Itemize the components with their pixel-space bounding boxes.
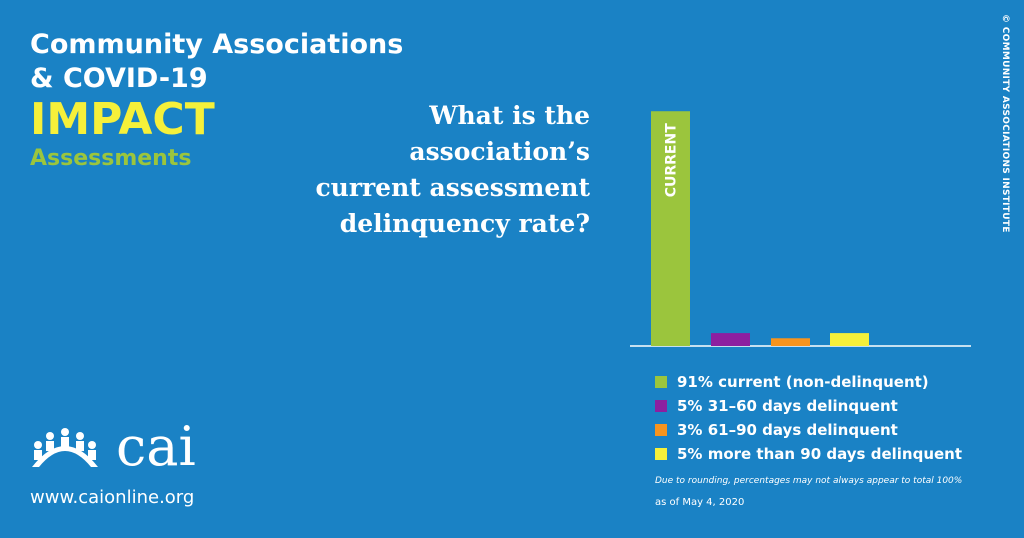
survey-question: What is the association’s current assess…	[250, 98, 590, 242]
topic-subtitle: Assessments	[30, 146, 192, 171]
bar-2	[771, 338, 810, 346]
question-line-1: What is the	[429, 101, 590, 130]
legend-label-31-60: 5% 31–60 days delinquent	[677, 397, 898, 415]
legend-item-31-60: 5% 31–60 days delinquent	[655, 394, 962, 418]
legend-swatch-current	[655, 376, 667, 388]
legend-swatch-61-90	[655, 424, 667, 436]
legend-item-61-90: 3% 61–90 days delinquent	[655, 418, 962, 442]
legend-swatch-over-90	[655, 448, 667, 460]
legend-label-over-90: 5% more than 90 days delinquent	[677, 445, 963, 463]
chart-legend: 91% current (non-delinquent) 5% 31–60 da…	[655, 370, 962, 466]
survey-date: as of May 4, 2020	[655, 497, 745, 508]
legend-label-current: 91% current (non-delinquent)	[677, 373, 929, 391]
copyright-notice: © COMMUNITY ASSOCIATIONS INSTITUTE	[1000, 14, 1010, 233]
impact-heading: IMPACT	[30, 94, 215, 145]
legend-label-61-90: 3% 61–90 days delinquent	[677, 421, 898, 439]
legend-item-current: 91% current (non-delinquent)	[655, 370, 962, 394]
rounding-footnote: Due to rounding, percentages may not alw…	[655, 476, 963, 486]
title-line-1: Community Associations	[30, 29, 404, 60]
people-arch-icon	[32, 428, 98, 467]
bar-3	[830, 333, 869, 346]
cai-wordmark: cai	[116, 415, 196, 478]
title-block: Community Associations & COVID-19 IMPACT…	[30, 28, 403, 174]
cai-logo: cai	[28, 420, 196, 474]
question-line-4: delinquency rate?	[339, 209, 590, 238]
question-line-3: current assessment	[315, 173, 590, 202]
bar-label-current: CURRENT	[664, 123, 680, 197]
question-line-2: association’s	[409, 137, 590, 166]
bar-0	[651, 111, 690, 346]
title-line-2: & COVID-19	[30, 63, 208, 94]
website-url[interactable]: www.caionline.org	[30, 487, 195, 508]
legend-swatch-31-60	[655, 400, 667, 412]
bar-1	[711, 333, 750, 346]
delinquency-bar-chart: CURRENT	[630, 111, 971, 347]
legend-item-over-90: 5% more than 90 days delinquent	[655, 442, 962, 466]
